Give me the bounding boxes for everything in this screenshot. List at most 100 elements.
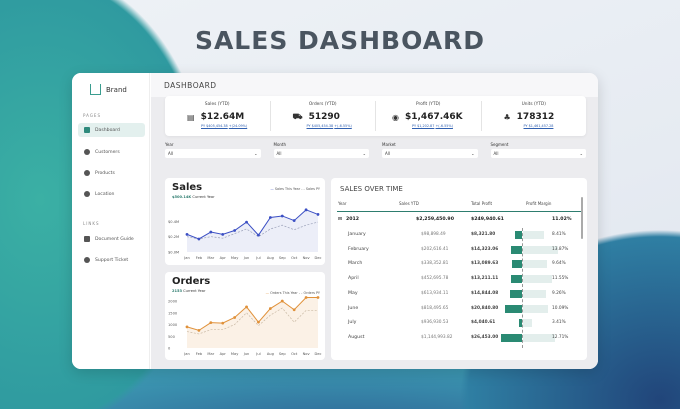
globe-icon — [84, 191, 90, 197]
x-tick-label: Feb — [196, 256, 203, 260]
boxes-icon: ♣ — [503, 112, 511, 122]
chevron-down-icon: ⌄ — [471, 151, 475, 156]
table-row[interactable]: April $452,695.78 $13,211.11 11.55% — [331, 272, 581, 287]
chart-title: Orders — [172, 276, 211, 287]
table-row[interactable]: August $1,144,993.82 $26,453.00 12.71% — [331, 331, 581, 346]
column-header-sales[interactable]: Sales YTD — [399, 201, 419, 206]
margin-bar — [523, 304, 549, 313]
x-tick-label: Aug — [267, 352, 274, 356]
table-row[interactable]: July $936,930.53 $4,040.61 3.41% — [331, 316, 581, 331]
cell-sales: $2,259,450.90 — [416, 217, 454, 222]
cell-margin: 10.09% — [552, 305, 569, 311]
y-tick-label: 1000 — [168, 323, 178, 327]
x-tick-label: Sep — [279, 256, 286, 260]
cell-month: April — [348, 276, 359, 282]
kpi-py: PY $1,461,457.28 — [523, 124, 554, 128]
brand-logo-icon — [90, 84, 101, 95]
kpi-units: Units (YTD) ♣ 178312 PY $1,461,457.28 — [482, 101, 587, 131]
cell-profit: $14,844.08 — [471, 290, 499, 296]
cell-sales: $613,934.11 — [421, 290, 449, 296]
kpi-label: Units (YTD) — [521, 102, 546, 107]
kpi-label: Profit (YTD) — [416, 102, 441, 107]
y-tick-label: 1500 — [168, 311, 178, 315]
table-row[interactable]: June $818,495.65 $20,840.80 10.09% — [331, 302, 581, 317]
cell-sales: $98,898.49 — [421, 232, 446, 237]
bar-axis — [522, 228, 523, 348]
data-point — [257, 233, 260, 237]
year-dropdown[interactable]: All ⌄ — [165, 149, 261, 158]
margin-bar — [523, 245, 558, 254]
sales-chart-card: Sales $500.14K Current Year — Sales This… — [165, 178, 325, 265]
collapse-icon[interactable]: ⊟ — [338, 217, 342, 222]
series-line-this-year — [186, 209, 319, 240]
table-row[interactable]: January $98,898.49 $8,321.80 8.41% — [331, 228, 581, 243]
x-tick-label: Oct — [291, 256, 298, 260]
sidebar-item-location[interactable]: Location — [78, 187, 145, 201]
sidebar-item-products[interactable]: Products — [78, 166, 145, 180]
cell-month: July — [348, 320, 357, 326]
x-tick-label: Jan — [183, 352, 190, 356]
cell-margin: 11.02% — [552, 217, 572, 222]
pages-label: PAGES — [83, 113, 101, 118]
x-tick-label: Jul — [255, 352, 260, 356]
legend-item: Orders This Year — [270, 291, 298, 295]
cell-margin: 8.41% — [552, 232, 566, 237]
x-tick-label: Feb — [196, 352, 203, 356]
chart-legend: — Orders This Year - - Orders PY — [265, 291, 320, 295]
kpi-py: PY $1,202.87 — [412, 124, 435, 128]
x-tick-label: Mar — [207, 352, 214, 356]
table-row[interactable]: March $338,352.81 $13,089.63 9.64% — [331, 257, 581, 272]
data-point — [268, 307, 272, 310]
market-dropdown[interactable]: All ⌄ — [382, 149, 478, 158]
chart-subtitle-value: $500.14K — [172, 195, 192, 199]
sidebar-link-support-ticket[interactable]: Support Ticket — [78, 253, 145, 267]
data-point — [280, 299, 284, 303]
cell-year: 2012 — [346, 217, 360, 222]
page-title: SALES DASHBOARD — [194, 26, 486, 55]
sales-over-time-table: SALES OVER TIME Year Sales YTD Total Pro… — [331, 178, 587, 360]
profit-bar — [515, 231, 522, 239]
cell-month: February — [348, 246, 369, 252]
cell-month: August — [348, 334, 365, 340]
profit-bar — [505, 304, 522, 313]
area-fill — [187, 297, 318, 348]
area-fill — [187, 209, 318, 252]
filter-label: Year — [165, 142, 174, 147]
column-header-profit[interactable]: Total Profit — [471, 201, 493, 206]
document-icon — [84, 236, 90, 242]
margin-bar — [523, 333, 555, 342]
chart-subtitle-value: 2153 — [172, 289, 183, 293]
filter-label: Month — [273, 142, 287, 147]
cell-profit: $249,940.61 — [471, 217, 504, 222]
legend-item: Sales PY — [305, 187, 320, 191]
kpi-py: PY $405,454.38 — [201, 124, 228, 128]
segment-dropdown[interactable]: All ⌄ — [490, 149, 586, 158]
cell-profit: $26,453.00 — [471, 334, 499, 340]
sidebar-item-customers[interactable]: Customers — [78, 145, 145, 159]
cell-sales: $452,695.78 — [421, 276, 449, 282]
x-tick-label: Apr — [220, 256, 227, 260]
cell-profit: $13,211.11 — [471, 276, 499, 282]
y-tick-label: 0 — [168, 347, 171, 351]
sidebar-link-document-guide[interactable]: Document Guide — [78, 232, 145, 246]
kpi-value: $1,467.46K — [404, 112, 463, 122]
month-dropdown[interactable]: All ⌄ — [273, 149, 369, 158]
column-header-margin[interactable]: Profit Margin — [526, 201, 552, 206]
table-row[interactable]: May $613,934.11 $14,844.08 9.26% — [331, 287, 581, 302]
cell-month: June — [348, 305, 359, 311]
support-icon — [84, 257, 90, 263]
chart-legend: — Sales This Year - - Sales PY — [270, 187, 320, 191]
table-title: SALES OVER TIME — [340, 185, 403, 193]
table-row[interactable]: February $202,616.41 $14,323.06 13.87% — [331, 243, 581, 258]
table-row-total[interactable]: ⊟ 2012 $2,259,450.90 $249,940.61 11.02% — [331, 213, 581, 228]
data-point — [233, 229, 237, 232]
legend-item: Sales This Year — [274, 187, 301, 191]
sidebar-item-dashboard[interactable]: Dashboard — [78, 123, 145, 137]
scrollbar[interactable] — [581, 197, 583, 239]
x-tick-label: Jul — [255, 256, 260, 260]
cell-sales: $936,930.53 — [421, 320, 449, 326]
data-point — [245, 305, 248, 309]
chart-title: Sales — [172, 182, 203, 193]
truck-icon: ⛟ — [292, 112, 303, 121]
column-header-year[interactable]: Year — [338, 201, 347, 206]
